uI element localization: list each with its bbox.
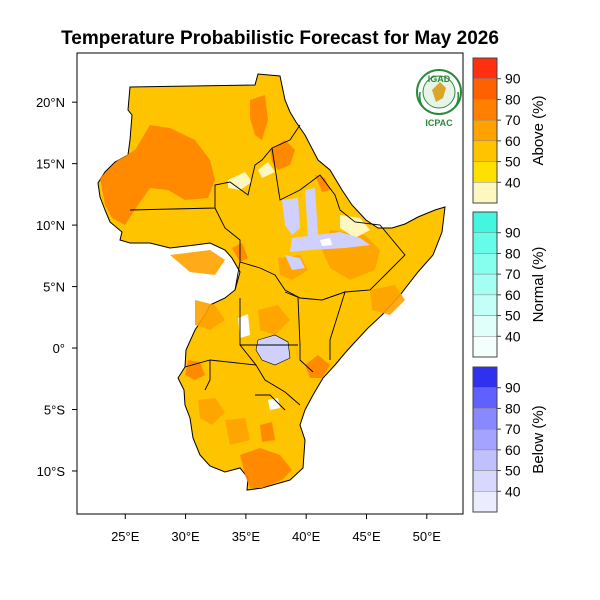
colorbar-above-swatch <box>472 78 498 100</box>
x-tick-label: 25°E <box>111 529 140 544</box>
x-axis: 25°E 30°E 35°E 40°E 45°E 50°E <box>111 514 441 544</box>
colorbar-below-label: 90 <box>505 380 521 396</box>
colorbar-normal-label: 60 <box>505 287 521 303</box>
colorbar-normal-title: Normal (%) <box>530 247 547 323</box>
colorbar-normal-label: 90 <box>505 225 521 241</box>
colorbar-above-swatch <box>472 140 498 162</box>
colorbar-normal-swatch <box>472 273 498 296</box>
colorbar-below-label: 60 <box>505 442 521 458</box>
colorbar-normal-swatch <box>472 232 498 254</box>
colorbar-below-label: 80 <box>505 400 521 416</box>
colorbar-above-label: 70 <box>505 112 521 128</box>
logo-text-igad: IGAD <box>427 74 451 84</box>
igad-emblem-icon <box>416 69 462 115</box>
colorbar-above-swatch <box>472 119 498 142</box>
colorbar-below-swatch <box>472 470 498 492</box>
colorbars: 40 50 60 70 80 90 Above (%) 40 50 60 70 80 90 Normal … <box>472 57 547 513</box>
normal-regions <box>228 162 370 238</box>
x-tick-label: 45°E <box>352 529 381 544</box>
colorbar-below-swatch <box>472 408 498 430</box>
above-60-70-regions <box>100 95 330 488</box>
colorbar-below-swatch <box>472 387 498 409</box>
colorbar-normal-label: 40 <box>505 328 521 344</box>
x-tick-label: 40°E <box>292 529 321 544</box>
colorbar-normal-frame <box>472 211 498 358</box>
x-tick-label: 35°E <box>232 529 261 544</box>
colorbar-below-label: 40 <box>505 483 521 499</box>
colorbar-below-title: Below (%) <box>530 405 547 473</box>
colorbar-normal-swatch <box>472 253 498 275</box>
x-tick-label: 50°E <box>413 529 442 544</box>
colorbar-below-swatch <box>472 491 498 513</box>
colorbar-above-label: 80 <box>505 91 521 107</box>
colorbar-normal-swatch <box>472 336 498 358</box>
colorbar-below-label: 50 <box>505 463 521 479</box>
colorbar-above-frame <box>472 57 498 204</box>
y-tick-label: 10°S <box>37 464 66 479</box>
colorbar-above-label: 60 <box>505 133 521 149</box>
colorbar-normal-label: 70 <box>505 266 521 282</box>
y-axis: 20°N 15°N 10°N 5°N 0° 5°S 10°S <box>36 95 77 479</box>
colorbar-normal-label: 80 <box>505 245 521 261</box>
colorbar-normal-swatch <box>472 315 498 337</box>
y-tick-label: 5°N <box>43 280 65 295</box>
colorbar-below-frame <box>472 366 498 513</box>
icpac-logo: IGAD ICPAC <box>410 62 468 132</box>
y-tick-label: 15°N <box>36 157 65 172</box>
colorbar-above-label: 50 <box>505 154 521 170</box>
x-tick-label: 30°E <box>171 529 200 544</box>
colorbar-below-swatch <box>472 449 498 471</box>
colorbar-normal-label: 50 <box>505 308 521 324</box>
map-title: Temperature Probabilistic Forecast for M… <box>61 28 499 49</box>
colorbar-above-label: 90 <box>505 71 521 87</box>
y-tick-label: 5°S <box>44 403 65 418</box>
country-boundaries <box>129 124 406 411</box>
colorbar-above-label: 40 <box>505 174 521 190</box>
colorbar-below-swatch <box>472 428 498 451</box>
lake-outline <box>255 334 291 366</box>
colorbar-above-swatch <box>472 161 498 183</box>
colorbar-above-swatch <box>472 99 498 121</box>
colorbar-normal-swatch <box>472 294 498 316</box>
colorbar-normal-swatch <box>472 211 498 233</box>
logo-text-icpac: ICPAC <box>425 118 453 128</box>
y-tick-label: 10°N <box>36 218 65 233</box>
colorbar-below-swatch <box>472 366 498 388</box>
y-tick-label: 20°N <box>36 95 65 110</box>
y-tick-label: 0° <box>53 341 65 356</box>
colorbar-above-title: Above (%) <box>530 95 547 165</box>
below-white-regions <box>238 238 332 410</box>
colorbar-above-swatch <box>472 182 498 204</box>
colorbar-below-label: 70 <box>505 421 521 437</box>
colorbar-above-swatch <box>472 57 498 79</box>
